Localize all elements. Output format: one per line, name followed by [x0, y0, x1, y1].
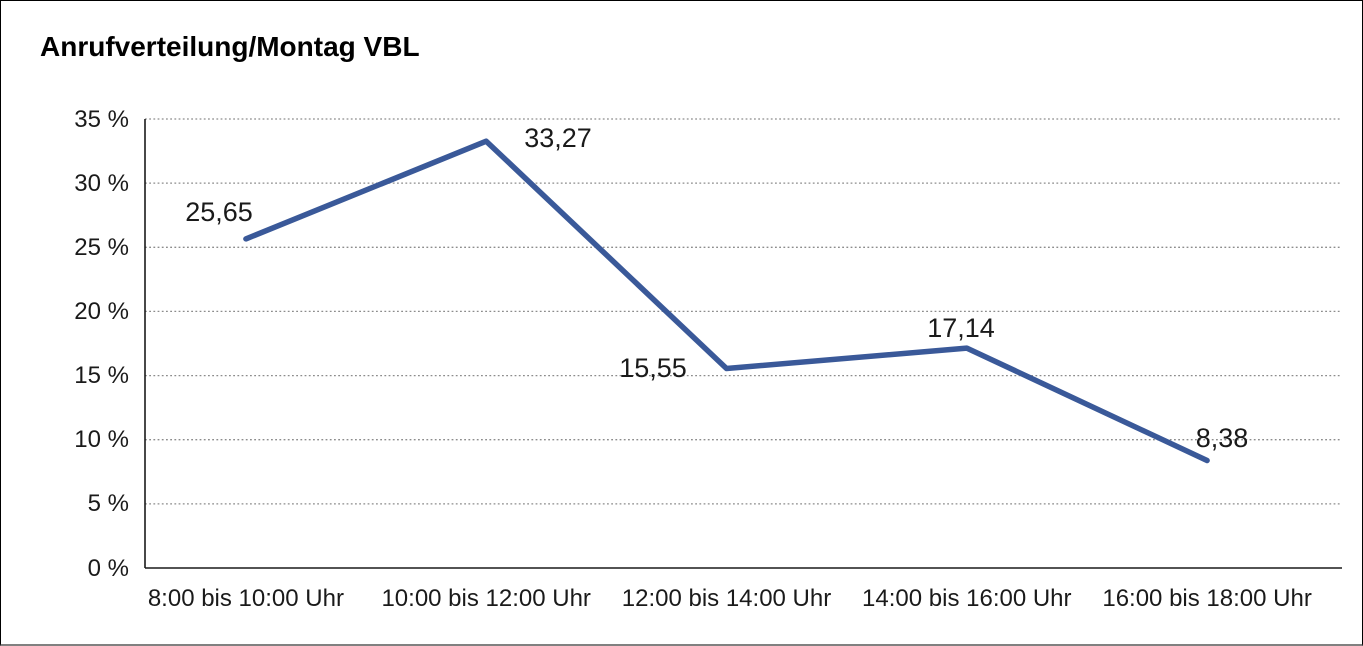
- svg-text:10:00 bis 12:00 Uhr: 10:00 bis 12:00 Uhr: [381, 585, 590, 612]
- svg-text:35 %: 35 %: [74, 106, 129, 133]
- svg-text:25 %: 25 %: [74, 234, 129, 261]
- svg-text:15 %: 15 %: [74, 362, 129, 389]
- svg-text:10 %: 10 %: [74, 426, 129, 453]
- svg-text:17,14: 17,14: [927, 313, 995, 343]
- svg-text:8,38: 8,38: [1196, 423, 1249, 453]
- svg-text:30 %: 30 %: [74, 170, 129, 197]
- svg-text:0 %: 0 %: [88, 555, 129, 582]
- svg-text:5 %: 5 %: [88, 490, 129, 517]
- svg-text:20 %: 20 %: [74, 298, 129, 325]
- svg-text:8:00 bis 10:00 Uhr: 8:00 bis 10:00 Uhr: [148, 585, 344, 612]
- svg-text:16:00 bis 18:00 Uhr: 16:00 bis 18:00 Uhr: [1102, 585, 1311, 612]
- svg-text:12:00 bis 14:00 Uhr: 12:00 bis 14:00 Uhr: [622, 585, 831, 612]
- svg-text:15,55: 15,55: [619, 353, 687, 383]
- svg-text:25,65: 25,65: [185, 197, 253, 227]
- svg-text:14:00 bis 16:00 Uhr: 14:00 bis 16:00 Uhr: [862, 585, 1071, 612]
- svg-text:33,27: 33,27: [524, 123, 592, 153]
